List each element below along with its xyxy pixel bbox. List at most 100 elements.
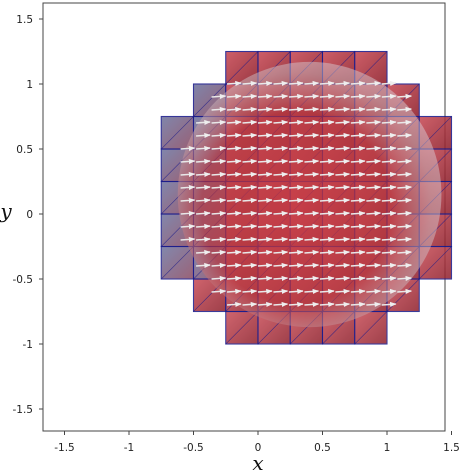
vector-arrow — [335, 80, 351, 86]
vector-arrow — [273, 236, 289, 242]
vector-arrow — [335, 106, 351, 112]
vector-arrow — [196, 210, 211, 216]
x-tick-label: -0.5 — [183, 442, 204, 454]
vector-arrow — [366, 275, 381, 281]
vector-arrow — [196, 158, 211, 164]
vector-arrow — [304, 288, 320, 294]
vector-arrow — [335, 236, 351, 242]
vector-arrow — [226, 184, 242, 190]
vector-arrow — [366, 262, 381, 268]
vector-arrow — [350, 210, 366, 216]
vector-arrow — [335, 301, 351, 307]
vector-arrow — [397, 262, 412, 268]
vector-arrow — [319, 262, 335, 268]
vector-arrow — [335, 158, 351, 164]
vector-arrow — [397, 223, 412, 229]
vector-arrow — [211, 262, 227, 268]
vector-arrow — [335, 145, 351, 151]
vector-arrow — [381, 93, 397, 99]
vector-arrow — [288, 301, 304, 307]
vector-arrow — [257, 197, 273, 203]
y-tick-label: -1 — [23, 339, 33, 351]
vector-arrow — [257, 132, 273, 138]
vector-arrow — [350, 93, 366, 99]
vector-arrow — [397, 93, 412, 99]
vector-arrow — [304, 171, 320, 177]
vector-arrow — [366, 132, 381, 138]
vector-arrow — [381, 119, 397, 125]
vector-arrow — [211, 223, 227, 229]
vector-arrow — [257, 210, 273, 216]
vector-arrow — [381, 210, 397, 216]
vector-arrows — [180, 80, 412, 307]
vector-arrow — [366, 106, 381, 112]
vector-arrow — [288, 275, 304, 281]
vector-arrow — [381, 262, 397, 268]
vector-arrow — [381, 301, 397, 307]
vector-arrow — [242, 301, 258, 307]
vector-arrow — [226, 145, 242, 151]
vector-arrow — [257, 249, 273, 255]
vector-arrow — [242, 171, 258, 177]
vector-arrow — [335, 288, 351, 294]
vector-arrow — [304, 223, 320, 229]
vector-arrow — [319, 132, 335, 138]
vector-arrow — [242, 106, 258, 112]
vector-arrow — [288, 145, 304, 151]
vector-arrow — [288, 262, 304, 268]
vector-arrow — [350, 80, 366, 86]
vector-arrow — [304, 106, 320, 112]
x-tick-label: -1.5 — [54, 442, 75, 454]
vector-arrow — [381, 249, 397, 255]
vector-arrow — [335, 119, 351, 125]
y-tick-label: 1 — [26, 79, 33, 91]
vector-arrow — [226, 262, 242, 268]
vector-arrow — [288, 80, 304, 86]
vector-arrow — [335, 223, 351, 229]
vector-arrow — [350, 223, 366, 229]
vector-arrow — [288, 171, 304, 177]
vector-arrow — [288, 158, 304, 164]
vector-arrow — [211, 197, 227, 203]
vector-arrow — [226, 249, 242, 255]
x-axis-ticks: -1.5 -1 -0.5 0 0.5 1 1.5 — [54, 431, 460, 454]
vector-arrow — [242, 119, 258, 125]
vector-arrow — [242, 145, 258, 151]
vector-arrow — [180, 145, 196, 151]
vector-arrow — [381, 288, 397, 294]
vector-arrow — [335, 210, 351, 216]
vector-arrow — [350, 119, 366, 125]
vector-arrow — [397, 119, 412, 125]
vector-arrow — [366, 210, 381, 216]
vector-arrow — [319, 197, 335, 203]
mesh-cell-diagonal — [225, 51, 259, 85]
vector-arrow — [273, 106, 289, 112]
vector-arrow — [381, 223, 397, 229]
vector-arrow — [397, 288, 412, 294]
vector-arrow — [335, 171, 351, 177]
vector-arrow — [288, 197, 304, 203]
vector-arrow — [397, 236, 412, 242]
vector-arrow — [257, 119, 273, 125]
vector-arrow — [397, 249, 412, 255]
vector-arrow — [366, 223, 381, 229]
vector-arrow — [211, 132, 227, 138]
vector-arrow — [257, 262, 273, 268]
vector-arrow — [381, 275, 397, 281]
vector-arrow — [196, 223, 211, 229]
vector-arrow — [242, 93, 258, 99]
vector-arrow — [196, 184, 211, 190]
vector-arrow — [381, 197, 397, 203]
vector-arrow — [242, 80, 258, 86]
vector-arrow — [397, 132, 412, 138]
vector-arrow — [257, 93, 273, 99]
vector-arrow — [350, 171, 366, 177]
vector-arrow — [180, 171, 196, 177]
vector-arrow — [304, 197, 320, 203]
mesh-cell-diagonal — [161, 246, 194, 280]
vector-arrow — [257, 80, 273, 86]
vector-arrow — [273, 275, 289, 281]
vector-arrow — [319, 158, 335, 164]
vector-arrow — [273, 145, 289, 151]
vector-arrow — [319, 236, 335, 242]
